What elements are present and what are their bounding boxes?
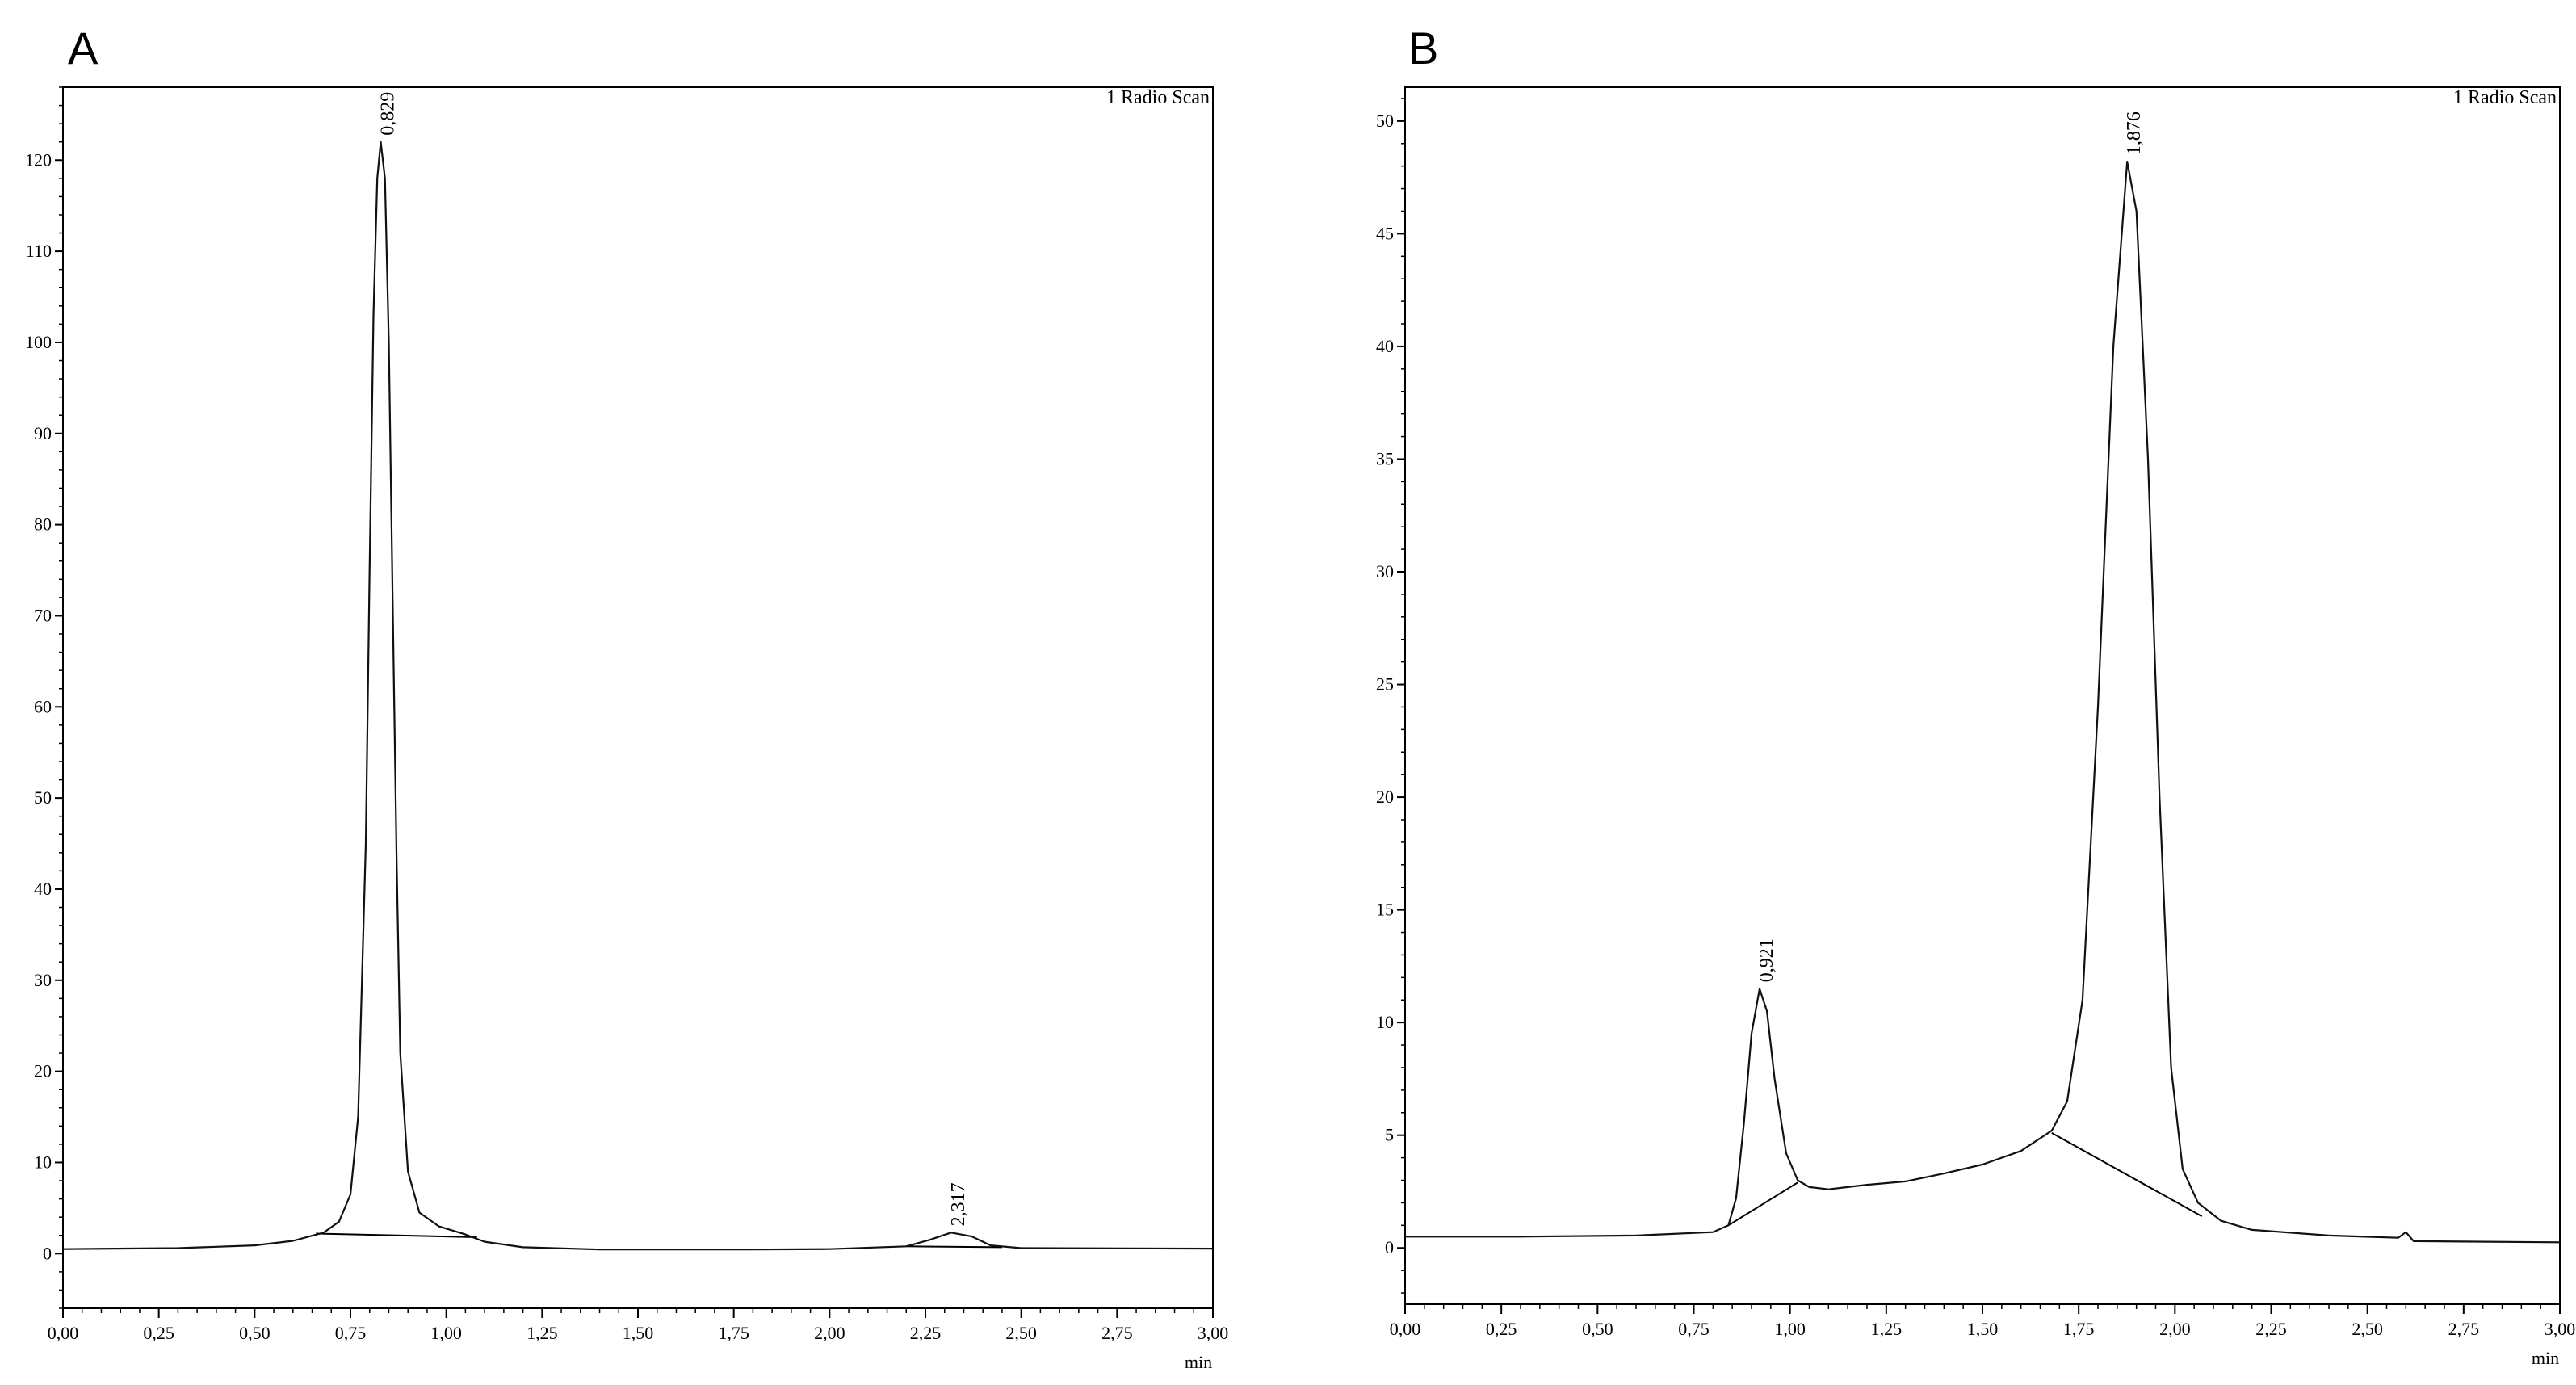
panel-b-x-tick-label: 0,75 (1678, 1319, 1710, 1339)
panel-b-y-tick-label: 45 (1376, 223, 1394, 243)
panel-b-x-tick-label: 2,75 (2448, 1319, 2480, 1339)
panel-a-integration-baseline (316, 1232, 477, 1238)
panel-b-peak-label: 1,876 (2124, 111, 2145, 155)
panel-b-y-tick-label: 0 (1385, 1237, 1394, 1257)
panel-a-x-tick-label: 1,75 (718, 1323, 749, 1343)
panel-a-y-tick-label: 0 (43, 1243, 52, 1263)
panel-b-peak-label: 0,921 (1756, 938, 1777, 982)
panel-b-y-tick-label: 25 (1376, 674, 1394, 695)
panel-label-a: A (68, 23, 99, 73)
panel-a-x-axis-label: min (1185, 1352, 1212, 1372)
panel-b-x-tick-label: 1,25 (1871, 1319, 1903, 1339)
panel-a-x-tick-label: 1,00 (430, 1323, 462, 1343)
panel-b-x-tick-label: 2,50 (2352, 1319, 2383, 1339)
panel-a-y-tick-label: 60 (34, 696, 52, 716)
panel-b-series-line (1405, 161, 2561, 1244)
panel-a-y-tick-label: 20 (34, 1061, 52, 1081)
panel-a-x-tick-label: 0,75 (335, 1323, 367, 1343)
panel-a-x-tick-label: 0,25 (143, 1323, 174, 1343)
panel-b-y-tick-label: 10 (1376, 1012, 1394, 1032)
panel-b-x-tick-label: 2,00 (2159, 1319, 2191, 1339)
panel-a-y-tick-label: 90 (34, 423, 52, 443)
panel-b-y-tick-label: 15 (1376, 900, 1394, 920)
panel-a-peak-label: 0,829 (377, 92, 398, 136)
panel-b-x-tick-label: 0,50 (1582, 1319, 1613, 1339)
panel-b-y-tick-label: 5 (1385, 1125, 1394, 1145)
panel-a-legend-label: 1 Radio Scan (1106, 87, 1210, 108)
panel-a-y-tick-label: 10 (34, 1152, 52, 1172)
panel-b-x-tick-label: 1,75 (2063, 1319, 2095, 1339)
panel-a-x-tick-label: 2,25 (910, 1323, 942, 1343)
panel-b-x-tick-label: 1,50 (1967, 1319, 1999, 1339)
panel-b-x-tick-label: 2,25 (2255, 1319, 2287, 1339)
panel-a-x-tick-label: 1,25 (527, 1323, 558, 1343)
panel-b-y-tick-label: 30 (1376, 561, 1394, 581)
panel-a-y-tick-label: 40 (34, 879, 52, 899)
panel-a-y-tick-label: 50 (34, 787, 52, 808)
panel-a-x-tick-label: 2,50 (1005, 1323, 1037, 1343)
panel-a-x-tick-label: 2,75 (1101, 1323, 1133, 1343)
panel-a-y-tick-label: 70 (34, 605, 52, 625)
panel-b-integration-baseline (2051, 1132, 2203, 1218)
panel-b-x-tick-label: 3,00 (2545, 1319, 2576, 1339)
panel-a-y-tick-label: 30 (34, 970, 52, 990)
panel-a-x-tick-label: 2,00 (814, 1323, 845, 1343)
panel-b-x-tick-label: 0,00 (1390, 1319, 1421, 1339)
panel-b-x-axis-label: min (2532, 1348, 2559, 1368)
panel-b-integration-baseline (1727, 1181, 1798, 1227)
panel-a-y-tick-label: 110 (26, 241, 52, 261)
panel-b-y-tick-label: 40 (1376, 336, 1394, 356)
panel-a-y-tick-label: 100 (25, 332, 52, 352)
panel-a-x-tick-label: 3,00 (1198, 1323, 1229, 1343)
panel-a-y-tick-label: 120 (25, 149, 52, 170)
panel-a-y-tick-label: 80 (34, 514, 52, 535)
panel-a-x-tick-label: 0,50 (239, 1323, 271, 1343)
panel-b-y-tick-label: 50 (1376, 111, 1394, 131)
panel-b-plot-frame (1404, 86, 2561, 1305)
panel-a-series-line (62, 141, 1214, 1251)
panel-a-plot-frame (62, 86, 1214, 1309)
panel-a-x-tick-label: 1,50 (623, 1323, 654, 1343)
panel-b-legend-label: 1 Radio Scan (2453, 87, 2557, 108)
panel-b-y-tick-label: 20 (1376, 787, 1394, 807)
panel-b-y-tick-label: 35 (1376, 448, 1394, 468)
panel-b-x-tick-label: 0,25 (1486, 1319, 1517, 1339)
panel-a-integration-baseline (906, 1245, 1002, 1249)
panel-a-x-tick-label: 0,00 (48, 1323, 79, 1343)
panel-b-x-tick-label: 1,00 (1774, 1319, 1806, 1339)
panel-a-peak-label: 2,317 (948, 1182, 969, 1226)
panel-label-b: B (1408, 23, 1439, 73)
